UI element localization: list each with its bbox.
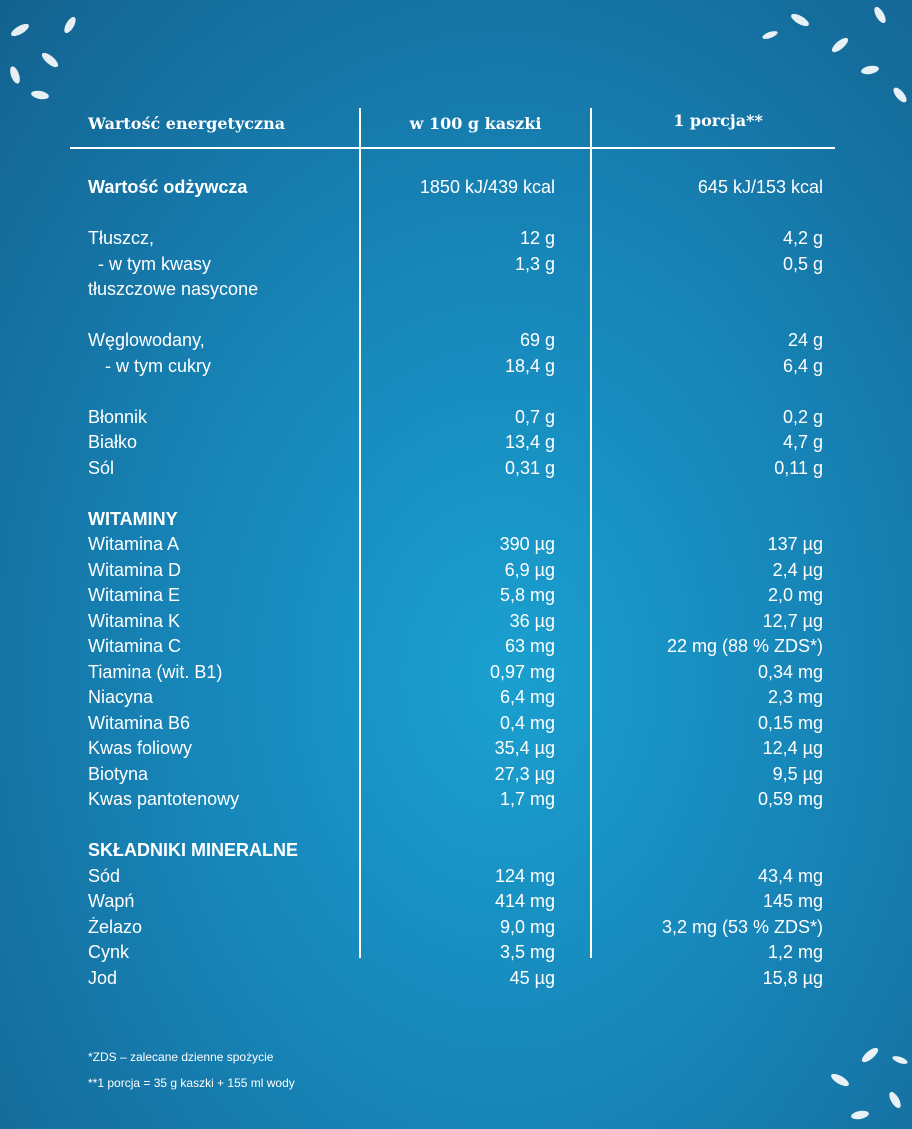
value-100g: 6,9 µg — [504, 559, 555, 580]
row-label: Tiamina (wit. B1) — [88, 661, 223, 682]
row-label: Witamina B6 — [88, 712, 191, 733]
value-portion: 2,0 mg — [767, 585, 823, 605]
value-portion: 2,3 mg — [767, 687, 823, 707]
row-label: SKŁADNIKI MINERALNE — [88, 840, 298, 860]
value-portion: 1,2 mg — [767, 942, 823, 962]
value-portion: 9,5 µg — [772, 763, 823, 784]
value-portion: 0,34 mg — [757, 661, 823, 682]
value-100g: 63 mg — [504, 636, 555, 656]
row-label: Witamina C — [88, 636, 182, 656]
value-100g: 36 µg — [509, 610, 555, 631]
value-100g: 0,31 g — [504, 457, 555, 478]
value-100g: 12 g — [519, 228, 555, 248]
value-100g: 0,4 mg — [499, 712, 555, 733]
header-cell: Wartość energetyczna — [88, 114, 286, 133]
value-100g: 1850 kJ/439 kcal — [419, 177, 555, 197]
header-cell: 1 porcja** — [673, 111, 763, 130]
row-label: Kwas pantotenowy — [88, 789, 240, 809]
value-portion: 43,4 mg — [757, 865, 823, 886]
value-portion: 4,7 g — [782, 432, 823, 452]
value-portion: 3,2 mg (53 % ZDS*) — [661, 916, 823, 937]
value-100g: 414 mg — [494, 891, 555, 911]
row-label: Sód — [88, 865, 121, 886]
value-100g: 5,8 mg — [499, 585, 555, 605]
row-label: tłuszczowe nasycone — [88, 279, 259, 299]
row-label: Cynk — [88, 942, 130, 962]
value-portion: 145 mg — [762, 891, 823, 911]
value-100g: 390 µg — [499, 534, 555, 554]
row-label: Jod — [88, 967, 118, 988]
value-100g: 6,4 mg — [499, 687, 555, 707]
value-100g: 18,4 g — [504, 355, 555, 376]
value-portion: 15,8 µg — [762, 967, 823, 988]
value-portion: 12,7 µg — [762, 610, 823, 631]
value-100g: 45 µg — [509, 967, 555, 988]
footnote: *ZDS – zalecane dzienne spożycie — [88, 1050, 274, 1064]
row-label: Kwas foliowy — [88, 738, 193, 758]
value-100g: 1,3 g — [514, 253, 555, 274]
row-label: Wapń — [88, 891, 135, 911]
column-rule — [590, 108, 592, 958]
row-label: WITAMINY — [88, 508, 178, 529]
row-label: Wartość odżywcza — [88, 177, 248, 197]
value-100g: 9,0 mg — [499, 916, 555, 937]
value-portion: 4,2 g — [782, 228, 823, 248]
value-portion: 0,59 mg — [757, 789, 823, 809]
value-portion: 12,4 µg — [762, 738, 823, 758]
value-portion: 0,11 g — [774, 457, 823, 478]
value-100g: 124 mg — [494, 865, 555, 886]
value-100g: 0,7 g — [514, 406, 555, 427]
row-label: - w tym kwasy — [98, 253, 212, 274]
value-portion: 0,5 g — [782, 253, 823, 274]
row-label: Błonnik — [88, 406, 148, 427]
value-100g: 27,3 µg — [494, 763, 555, 784]
row-label: Witamina K — [88, 610, 181, 631]
row-label: Witamina E — [88, 585, 181, 605]
header-rule — [70, 147, 835, 149]
value-portion: 2,4 µg — [772, 559, 823, 580]
value-100g: 1,7 mg — [499, 789, 555, 809]
value-portion: 24 g — [787, 330, 823, 350]
value-100g: 3,5 mg — [499, 942, 555, 962]
value-100g: 35,4 µg — [494, 738, 555, 758]
header-cell: w 100 g kaszki — [409, 114, 542, 133]
footnote: **1 porcja = 35 g kaszki + 155 ml wody — [88, 1076, 295, 1090]
row-label: - w tym cukry — [105, 355, 211, 376]
value-100g: 0,97 mg — [489, 661, 555, 682]
row-label: Białko — [88, 432, 138, 452]
value-100g: 69 g — [519, 330, 555, 350]
column-rule — [359, 108, 361, 958]
row-label: Biotyna — [88, 763, 149, 784]
value-portion: 0,15 mg — [757, 712, 823, 733]
row-label: Węglowodany, — [88, 330, 205, 350]
row-label: Tłuszcz, — [88, 228, 155, 248]
value-portion: 6,4 g — [782, 355, 823, 376]
value-portion: 22 mg (88 % ZDS*) — [666, 636, 823, 656]
row-label: Żelazo — [88, 916, 143, 937]
row-label: Witamina D — [88, 559, 182, 580]
value-portion: 645 kJ/153 kcal — [697, 177, 823, 197]
value-100g: 13,4 g — [504, 432, 555, 452]
value-portion: 0,2 g — [782, 406, 823, 427]
row-label: Witamina A — [88, 534, 180, 554]
value-portion: 137 µg — [767, 534, 823, 554]
row-label: Niacyna — [88, 687, 154, 707]
row-label: Sól — [88, 457, 115, 478]
